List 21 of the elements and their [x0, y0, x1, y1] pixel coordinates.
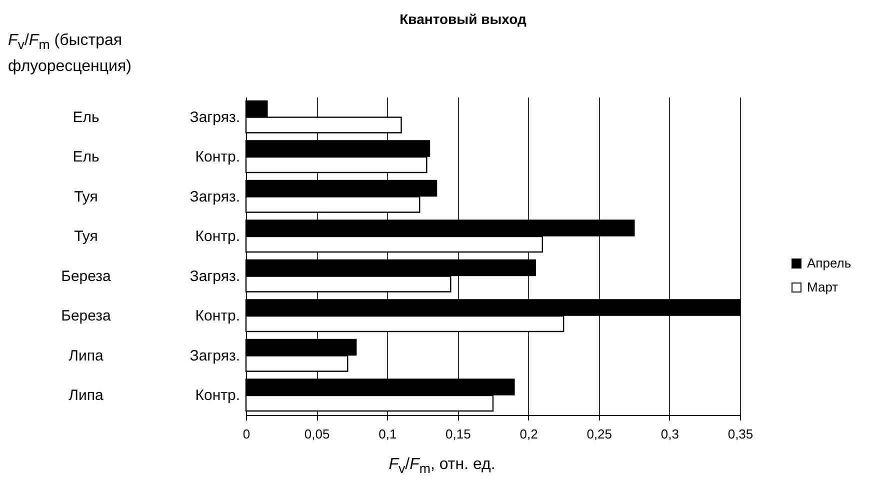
- x-tick-label: 0,2: [520, 426, 538, 442]
- category-label: Ель Загряз.: [72, 108, 240, 126]
- x-axis-title: F$_{v}$/F$_{m}$, отн. ед.: [388, 456, 496, 476]
- category-label: Липа Контр.: [68, 387, 240, 404]
- category-label: Береза Загряз.: [61, 268, 240, 285]
- legend-label: Март: [807, 280, 838, 294]
- legend-label: Апрель: [807, 256, 852, 270]
- x-tick-label: 0,3: [660, 426, 679, 442]
- x-tick-label: 0: [242, 426, 250, 442]
- x-tick-label: 0,05: [304, 426, 330, 442]
- x-tick-label: 0,1: [378, 426, 397, 442]
- chart-title: Квантовый выход: [400, 11, 526, 27]
- x-tick-label: 0,35: [728, 426, 754, 442]
- category-label: Туя Контр.: [74, 228, 240, 246]
- category-label: Липа Загряз.: [68, 347, 240, 364]
- x-tick-label: 0,15: [446, 426, 471, 442]
- text: F$_{v}$/F$_{m}$ (быстрая флуоресценция): [8, 31, 132, 78]
- category-label: Береза Контр.: [61, 308, 240, 325]
- category-label: Ель Контр.: [72, 148, 240, 166]
- x-tick-label: 0,25: [586, 426, 612, 442]
- category-label: Туя Загряз.: [74, 188, 240, 206]
